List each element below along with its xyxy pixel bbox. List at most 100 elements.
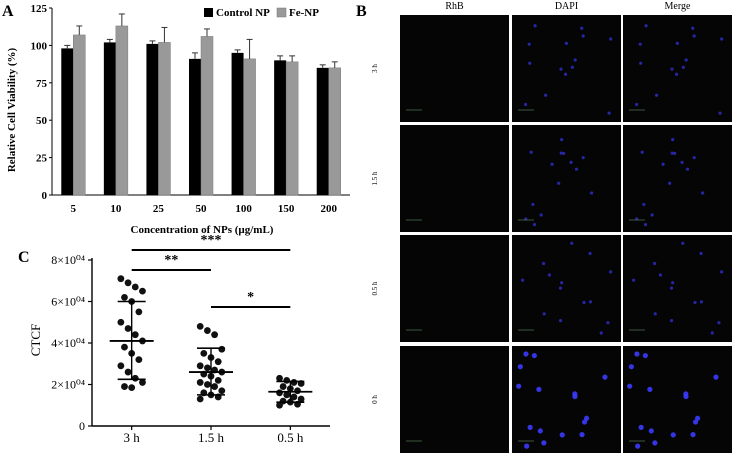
nucleus: [635, 102, 639, 107]
nucleus: [537, 428, 543, 434]
nucleus: [683, 393, 689, 400]
panel-c-significance: ******: [131, 233, 291, 308]
data-point: [294, 387, 301, 395]
nucleus: [517, 364, 523, 370]
legend-label-control-np: Control NP: [216, 7, 270, 19]
data-point: [196, 323, 204, 330]
significance-label: **: [164, 253, 178, 268]
nucleus: [547, 273, 551, 277]
nucleus: [685, 167, 690, 171]
y-tick-label: 125: [31, 3, 48, 15]
y-tick-label: 25: [36, 153, 48, 165]
nucleus: [523, 351, 529, 357]
x-tick-label: 150: [278, 203, 295, 215]
nucleus: [699, 251, 703, 256]
bar-control-np-10: [103, 42, 116, 195]
nucleus: [692, 156, 696, 160]
x-tick-label: 0.5 h: [277, 430, 304, 445]
nucleus: [627, 383, 633, 389]
data-point: [196, 379, 204, 386]
data-point: [121, 383, 128, 390]
nucleus: [560, 137, 564, 142]
nucleus: [609, 37, 613, 41]
data-point: [290, 379, 298, 386]
nucleus: [669, 286, 674, 290]
nucleus: [579, 432, 585, 438]
data-point: [196, 362, 204, 370]
data-point: [297, 395, 305, 403]
data-point: [128, 384, 136, 392]
data-point: [279, 383, 287, 390]
panel-a-legend: Control NP Fe-NP: [204, 7, 319, 19]
x-tick-label: 50: [196, 203, 208, 215]
nucleus: [558, 286, 563, 290]
data-point: [131, 331, 139, 339]
nucleus: [690, 432, 696, 438]
nucleus: [652, 440, 658, 446]
nucleus: [640, 150, 644, 154]
nucleus: [542, 312, 546, 316]
row-label: 3 h: [371, 64, 379, 73]
nucleus: [638, 42, 642, 46]
nucleus: [536, 386, 542, 392]
y-tick-label: 4×10⁰⁴: [51, 336, 85, 350]
nucleus: [570, 65, 574, 69]
column-header-dapi: DAPI: [555, 1, 578, 12]
panel-a-x-axis-label: Concentration of NPs (µg/mL): [131, 224, 274, 236]
micrograph-tile: [623, 346, 732, 453]
nucleus: [658, 273, 662, 277]
nucleus: [632, 278, 636, 282]
nucleus: [693, 300, 697, 305]
nucleus: [581, 34, 585, 38]
nucleus: [516, 383, 522, 389]
data-point: [211, 331, 219, 339]
nucleus: [560, 281, 564, 285]
data-point: [117, 362, 125, 370]
data-point: [135, 356, 143, 363]
micrograph-tile: [512, 346, 621, 453]
data-point: [214, 358, 222, 366]
nucleus: [599, 331, 603, 335]
nucleus: [670, 432, 676, 438]
bar-fe-np-100: [243, 58, 256, 196]
nucleus: [569, 160, 573, 164]
bar-control-np-50: [189, 58, 201, 195]
y-tick-label: 100: [31, 40, 48, 52]
nucleus: [531, 202, 535, 207]
bar-control-np-200: [316, 67, 329, 195]
x-tick-label: 200: [320, 203, 337, 215]
panel-c-mean-sd: [109, 300, 313, 403]
nucleus: [653, 261, 657, 266]
significance-label: *: [247, 290, 254, 305]
data-point: [124, 325, 132, 332]
nucleus: [681, 241, 685, 245]
nucleus: [572, 393, 578, 400]
data-point: [283, 391, 291, 399]
nucleus: [563, 72, 568, 76]
nucleus: [642, 202, 646, 207]
data-point: [135, 308, 143, 316]
nucleus: [570, 241, 574, 245]
nucleus: [602, 374, 608, 380]
nucleus: [680, 160, 684, 164]
data-point: [276, 374, 283, 382]
y-tick-label: 50: [36, 115, 48, 127]
y-tick-label: 75: [36, 78, 48, 90]
nucleus: [674, 72, 679, 76]
nucleus: [609, 270, 613, 274]
panel-c-x-ticks: 3 h 1.5 h 0.5 h: [124, 426, 304, 445]
bar-control-np-150: [274, 60, 287, 195]
y-tick-label: 0: [42, 190, 48, 202]
data-point: [121, 343, 128, 351]
nucleus: [543, 93, 548, 97]
x-tick-label: 1.5 h: [198, 430, 225, 445]
nucleus: [539, 213, 543, 217]
panel-c-y-axis-label: CTCF: [28, 324, 43, 357]
x-tick-label: 10: [110, 203, 122, 215]
nucleus: [648, 428, 654, 434]
y-tick-label: 2×10⁰⁴: [51, 378, 85, 392]
nucleus: [710, 331, 714, 335]
nucleus: [670, 151, 674, 155]
micrograph-tile: [623, 15, 732, 122]
